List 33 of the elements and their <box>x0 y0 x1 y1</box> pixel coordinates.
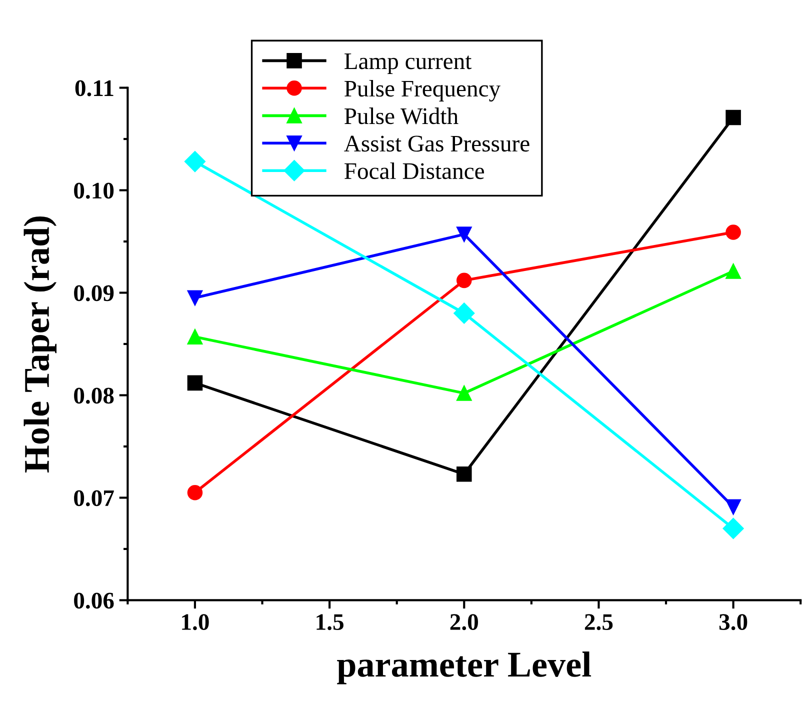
point <box>187 375 203 391</box>
y-tick-label: 0.08 <box>74 388 114 404</box>
point <box>187 290 203 306</box>
point <box>456 466 472 482</box>
point <box>187 484 203 500</box>
legend-label: Assist Gas Pressure <box>344 136 530 152</box>
point <box>187 329 203 344</box>
legend-label: Pulse Frequency <box>344 80 500 102</box>
point <box>456 386 472 401</box>
point <box>726 264 741 279</box>
y-tick-label: 0.09 <box>74 285 114 302</box>
y-tick-label: 0.11 <box>75 80 114 96</box>
legend-label: Pulse Width <box>344 108 458 124</box>
y-tick-label: 0.07 <box>74 490 114 506</box>
point <box>456 272 472 288</box>
point <box>722 518 744 539</box>
legend-label: Lamp current <box>344 53 472 74</box>
x-tick-label: 2.5 <box>584 614 613 630</box>
y-tick-label: 0.10 <box>74 182 114 199</box>
y-axis-title: Hole Taper (rad) <box>24 216 56 472</box>
point <box>456 226 472 242</box>
x-axis-title: parameter Level <box>337 651 592 684</box>
point <box>726 499 741 515</box>
x-tick-label: 3.0 <box>719 614 748 630</box>
point <box>184 151 206 172</box>
point <box>726 224 741 240</box>
x-tick-label: 1.5 <box>316 614 344 630</box>
legend-label: Focal Distance <box>344 162 484 180</box>
point <box>726 110 741 126</box>
y-tick-label: 0.06 <box>74 592 114 609</box>
x-tick-label: 1.0 <box>182 614 209 630</box>
point <box>454 302 475 324</box>
x-tick-label: 2.0 <box>450 614 478 630</box>
